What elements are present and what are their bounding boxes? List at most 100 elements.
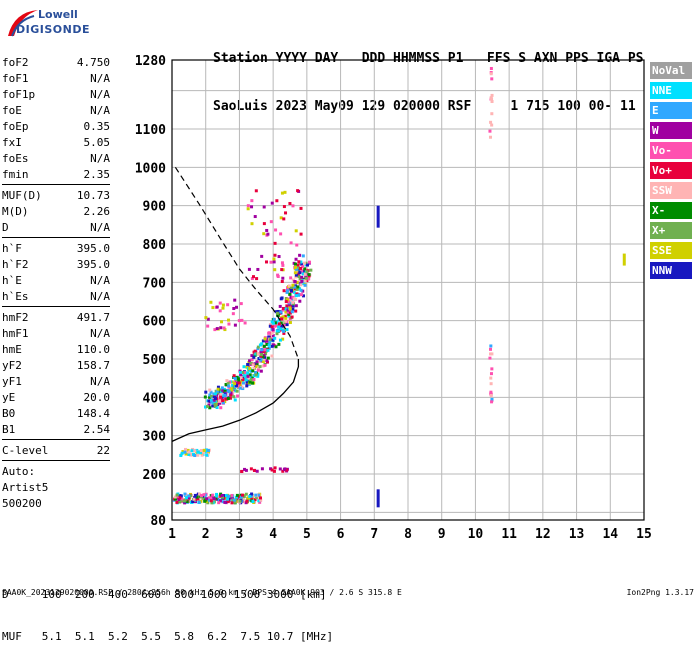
param-row: foEs N/A — [2, 151, 110, 167]
param-value: N/A — [90, 290, 110, 303]
echo-point — [307, 273, 311, 277]
param-row: fxI 5.05 — [2, 135, 110, 151]
echo-point — [304, 276, 308, 280]
echo-point — [237, 381, 241, 385]
echo-point — [268, 338, 272, 342]
echo-point — [266, 339, 270, 343]
echo-point — [260, 254, 264, 258]
echo-point — [249, 378, 253, 382]
legend-item: X+ — [650, 222, 692, 239]
echo-point — [199, 451, 203, 455]
echo-point — [262, 357, 266, 361]
echo-point — [299, 288, 303, 292]
echo-point — [223, 500, 227, 504]
echo-point — [215, 327, 219, 331]
echo-point — [276, 275, 280, 279]
echo-point — [281, 276, 285, 280]
echo-point — [208, 393, 212, 397]
echo-point — [246, 374, 250, 378]
echo-point — [213, 404, 217, 408]
echo-point — [206, 448, 210, 452]
echo-point — [298, 271, 302, 275]
echo-point — [285, 290, 289, 294]
echo-point — [186, 448, 190, 452]
echo-point — [278, 467, 282, 471]
echo-point — [490, 112, 494, 116]
param-label: D — [2, 221, 9, 234]
echo-point — [218, 494, 222, 498]
echo-point — [298, 299, 302, 303]
echo-point — [193, 495, 197, 499]
echo-point — [232, 395, 236, 399]
param-row: h`F2 395.0 — [2, 257, 110, 273]
echo-point — [210, 398, 214, 402]
echo-point — [203, 395, 207, 399]
param-label: foEp — [2, 120, 29, 133]
echo-point — [256, 493, 260, 497]
echo-point — [268, 340, 272, 344]
echo-point — [243, 321, 247, 325]
echo-point — [305, 263, 309, 267]
x-tick-label: 4 — [269, 527, 277, 542]
echo-point — [285, 313, 289, 317]
y-tick-label: 400 — [143, 391, 167, 406]
echo-point — [175, 493, 179, 497]
echo-point — [270, 354, 274, 358]
echo-point — [210, 501, 214, 505]
echo-point — [225, 494, 229, 498]
echo-point — [294, 229, 298, 233]
echo-point — [294, 257, 298, 261]
echo-point — [213, 328, 217, 332]
echo-point — [307, 277, 311, 281]
echo-point — [256, 345, 260, 349]
echo-point — [233, 377, 237, 381]
echo-point — [490, 352, 494, 356]
echo-point — [180, 497, 184, 501]
echo-point — [286, 308, 290, 312]
echo-point — [242, 365, 246, 369]
echo-point — [289, 241, 293, 245]
echo-point — [267, 343, 271, 347]
echo-point — [209, 499, 213, 503]
echo-point — [258, 365, 262, 369]
echo-point — [182, 499, 186, 503]
echo-point — [241, 493, 245, 497]
echo-point — [283, 190, 287, 194]
legend-item: Vo- — [650, 142, 692, 159]
param-label: hmF1 — [2, 327, 29, 340]
echo-point — [216, 387, 220, 391]
polarization-legend: NoVal NNE E W Vo- Vo+ SSW X- X+ SSE NNW — [650, 62, 692, 282]
echo-point — [293, 262, 297, 266]
echo-point — [275, 199, 279, 203]
echo-point — [204, 316, 208, 320]
echo-point — [228, 380, 232, 384]
echo-point — [187, 452, 191, 456]
param-label: foF1p — [2, 88, 36, 101]
echo-point — [272, 317, 276, 321]
param-label: h`Es — [2, 290, 29, 303]
echo-point — [233, 323, 237, 327]
echo-point — [221, 500, 225, 504]
echo-point — [301, 254, 305, 258]
y-tick-label: 80 — [150, 514, 166, 529]
echo-point — [227, 390, 231, 394]
echo-point — [183, 450, 187, 454]
echo-point — [212, 392, 216, 396]
param-value: N/A — [90, 327, 110, 340]
echo-point — [294, 309, 298, 313]
echo-point — [282, 205, 286, 209]
echo-point — [241, 370, 245, 374]
param-row: h`F 395.0 — [2, 241, 110, 257]
echo-point — [233, 398, 237, 402]
param-row: D N/A — [2, 220, 110, 236]
echo-point — [227, 318, 231, 322]
echo-point — [218, 499, 222, 503]
echo-point — [225, 379, 229, 383]
param-label: foF2 — [2, 56, 29, 69]
echo-point — [297, 275, 301, 279]
echo-point — [292, 297, 296, 301]
echo-point — [299, 283, 303, 287]
echo-point — [282, 323, 286, 327]
echo-point — [286, 289, 290, 293]
echo-point — [239, 302, 243, 306]
